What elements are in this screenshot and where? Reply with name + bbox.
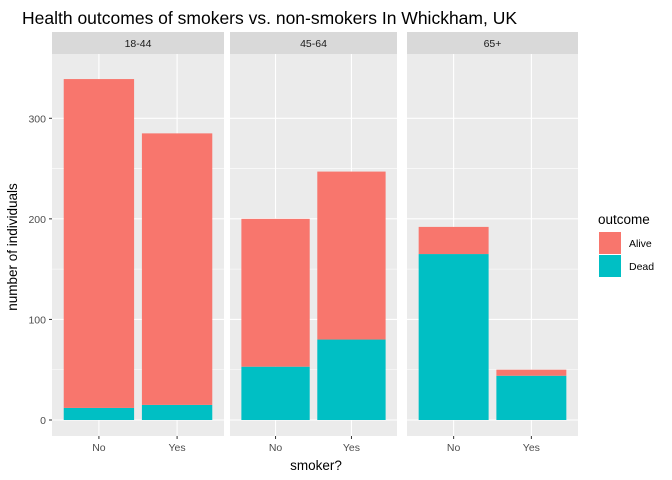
bar-18-44-No-Dead <box>63 407 135 420</box>
x-axis-title: smoker? <box>290 458 342 473</box>
y-tick-label: 100 <box>28 314 46 326</box>
bar-18-44-No-Alive <box>63 79 135 408</box>
facet-strip <box>230 32 397 54</box>
legend-key-Dead <box>599 255 621 277</box>
bar-18-44-Yes-Dead <box>141 404 213 420</box>
y-tick-label: 300 <box>28 113 46 125</box>
facet-strip <box>52 32 224 54</box>
facet-panel-45-64: 45-64 No Yes <box>230 32 397 454</box>
legend-label-Dead: Dead <box>629 261 654 273</box>
facet-strip-label: 65+ <box>484 38 502 50</box>
chart-title: Health outcomes of smokers vs. non-smoke… <box>22 8 517 28</box>
y-tick-label: 0 <box>40 415 46 427</box>
x-tick-label: No <box>269 442 283 454</box>
bar-65+-Yes-Dead <box>496 375 567 420</box>
y-tick-label: 200 <box>28 214 46 226</box>
legend-label-Alive: Alive <box>629 238 652 250</box>
facet-strip <box>407 32 578 54</box>
bar-45-64-Yes-Dead <box>317 339 386 420</box>
x-tick-label: Yes <box>169 442 186 454</box>
legend-title: outcome <box>598 212 650 227</box>
bar-45-64-No-Dead <box>241 366 310 420</box>
bar-65+-Yes-Alive <box>496 369 567 376</box>
x-tick-label: No <box>92 442 106 454</box>
facets: 18-44 No Yes 45-64 No Yes 65+ No Yes <box>52 32 578 454</box>
facet-panel-65+: 65+ No Yes <box>407 32 578 454</box>
facet-strip-label: 18-44 <box>125 38 152 50</box>
x-tick-label: No <box>447 442 461 454</box>
facet-strip-label: 45-64 <box>300 38 327 50</box>
facet-panel-18-44: 18-44 No Yes <box>52 32 224 454</box>
bar-18-44-Yes-Alive <box>141 133 213 405</box>
y-axis-title: number of individuals <box>5 183 20 311</box>
x-tick-label: Yes <box>343 442 360 454</box>
legend-key-Alive <box>599 232 621 254</box>
bar-65+-No-Alive <box>418 226 489 255</box>
legend: outcome Alive Dead <box>598 212 654 277</box>
bar-45-64-No-Alive <box>241 218 310 367</box>
x-tick-label: Yes <box>523 442 540 454</box>
bar-65+-No-Dead <box>418 254 489 420</box>
bar-45-64-Yes-Alive <box>317 171 386 340</box>
y-axis: 0 100 200 300 <box>28 113 52 427</box>
